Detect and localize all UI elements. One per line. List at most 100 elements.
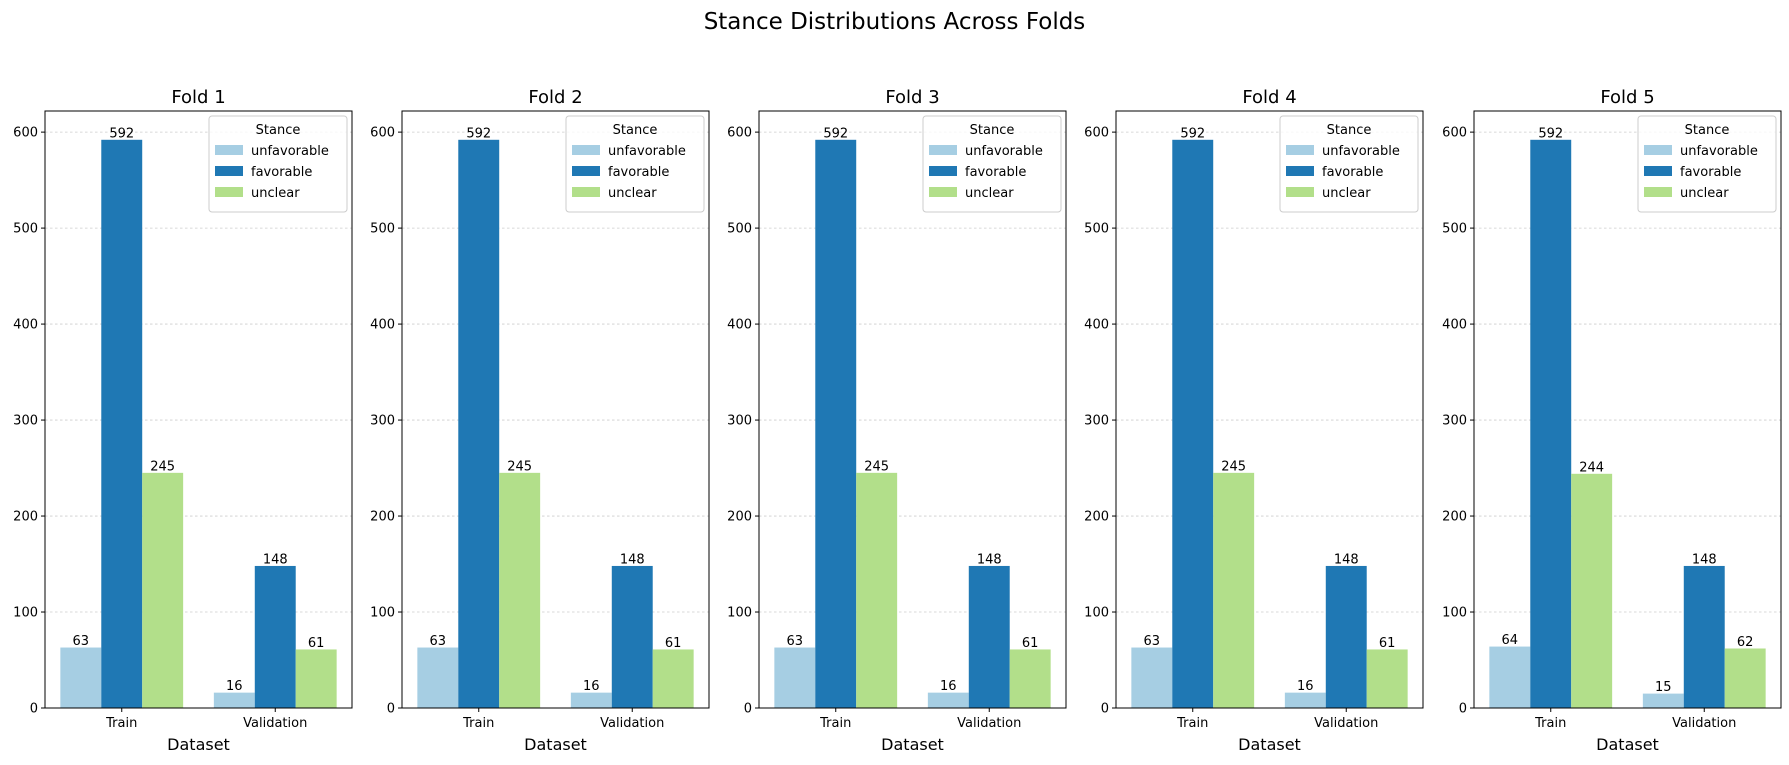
bar-unfavorable-train: [1489, 646, 1531, 708]
legend-swatch-unfavorable: [215, 145, 243, 155]
panel-3: 0 100 200 300 400 500 600 63 16 592 148 245 61 Train V…: [727, 87, 1067, 754]
bar-unclear-train: [1571, 473, 1613, 708]
y-tick-label: 0: [387, 702, 395, 717]
bar-unfavorable-train: [60, 647, 102, 708]
legend-swatch-unfavorable: [572, 145, 600, 155]
legend-label-favorable: favorable: [1680, 165, 1741, 180]
legend: Stance unfavorable favorable unclear: [922, 115, 1062, 213]
y-tick-label: 200: [727, 510, 752, 525]
panel-title: Fold 2: [528, 87, 582, 108]
panel-1: 0 100 200 300 400 500 600 63 16 592 148 245 61 Train V…: [13, 87, 353, 754]
panel-title: Fold 3: [885, 87, 939, 108]
bar-value-label: 63: [1144, 634, 1161, 649]
y-tick-label: 600: [1442, 126, 1467, 141]
y-tick-label: 300: [1084, 414, 1109, 429]
bar-value-label: 61: [665, 636, 682, 651]
legend-label-unfavorable: unfavorable: [1680, 144, 1758, 159]
y-tick-label: 300: [1442, 414, 1467, 429]
y-tick-label: 400: [1442, 318, 1467, 333]
bar-unfavorable-validation: [927, 692, 969, 708]
x-tick-label: Train: [1176, 716, 1208, 731]
panel-2: 0 100 200 300 400 500 600 63 16 592 148 245 61 Train V…: [370, 87, 710, 754]
legend: Stance unfavorable favorable unclear: [565, 115, 705, 213]
y-tick-label: 400: [13, 318, 38, 333]
x-tick-label: Validation: [1672, 716, 1736, 731]
panel-title: Fold 5: [1600, 87, 1654, 108]
legend-swatch-unclear: [1286, 187, 1314, 197]
bar-value-label: 148: [620, 552, 645, 567]
axes-frame: [1473, 110, 1782, 709]
y-tick-label: 400: [1084, 318, 1109, 333]
axes-frame: [44, 110, 353, 709]
legend-box: [922, 115, 1062, 213]
legend: Stance unfavorable favorable unclear: [1637, 115, 1777, 213]
legend: Stance unfavorable favorable unclear: [208, 115, 348, 213]
y-tick-label: 100: [13, 606, 38, 621]
bar-unfavorable-validation: [1284, 692, 1326, 708]
bar-favorable-validation: [968, 565, 1010, 708]
legend-label-favorable: favorable: [1322, 165, 1383, 180]
bar-unclear-train: [856, 472, 898, 708]
bar-value-label: 16: [1297, 679, 1314, 694]
y-tick-label: 500: [1084, 222, 1109, 237]
bar-value-label: 592: [466, 126, 491, 141]
bar-value-label: 63: [430, 634, 447, 649]
bar-value-label: 592: [1180, 126, 1205, 141]
panel-5: 0 100 200 300 400 500 600 64 15 592 148 244 62 Train V…: [1442, 87, 1782, 754]
bar-value-label: 148: [1692, 552, 1717, 567]
legend-swatch-unclear: [572, 187, 600, 197]
y-tick-label: 200: [1084, 510, 1109, 525]
y-tick-label: 400: [727, 318, 752, 333]
bar-value-label: 61: [308, 636, 325, 651]
bar-value-label: 592: [109, 126, 134, 141]
legend-box: [1637, 115, 1777, 213]
bar-favorable-validation: [1325, 565, 1367, 708]
bar-value-label: 64: [1502, 633, 1519, 648]
bar-unclear-validation: [1724, 648, 1766, 708]
bar-value-label: 63: [787, 634, 804, 649]
bar-value-label: 61: [1379, 636, 1396, 651]
y-tick-label: 500: [1442, 222, 1467, 237]
bar-value-label: 148: [1334, 552, 1359, 567]
legend-swatch-unclear: [929, 187, 957, 197]
legend-swatch-unclear: [215, 187, 243, 197]
y-tick-label: 300: [370, 414, 395, 429]
y-tick-label: 600: [727, 126, 752, 141]
legend-swatch-unfavorable: [1644, 145, 1672, 155]
bar-unfavorable-train: [1131, 647, 1173, 708]
legend-box: [1279, 115, 1419, 213]
legend-label-favorable: favorable: [965, 165, 1026, 180]
bar-value-label: 245: [1221, 459, 1246, 474]
bar-value-label: 16: [940, 679, 957, 694]
legend-swatch-favorable: [929, 166, 957, 176]
y-tick-label: 0: [744, 702, 752, 717]
bar-value-label: 592: [1538, 126, 1563, 141]
bar-value-label: 592: [823, 126, 848, 141]
bar-value-label: 244: [1579, 460, 1604, 475]
x-tick-label: Train: [462, 716, 494, 731]
legend-swatch-favorable: [215, 166, 243, 176]
legend: Stance unfavorable favorable unclear: [1279, 115, 1419, 213]
legend-swatch-unclear: [1644, 187, 1672, 197]
legend-title: Stance: [1327, 123, 1372, 138]
legend-swatch-unfavorable: [929, 145, 957, 155]
bar-unclear-validation: [652, 649, 694, 708]
legend-label-unclear: unclear: [1322, 186, 1371, 201]
panel-title: Fold 4: [1242, 87, 1296, 108]
y-tick-label: 200: [370, 510, 395, 525]
legend-label-unclear: unclear: [251, 186, 300, 201]
y-tick-label: 0: [30, 702, 38, 717]
x-axis-label: Dataset: [1596, 735, 1659, 754]
bar-value-label: 15: [1655, 680, 1672, 695]
x-tick-label: Train: [105, 716, 137, 731]
bar-value-label: 16: [583, 679, 600, 694]
legend-swatch-favorable: [1286, 166, 1314, 176]
bar-unfavorable-validation: [570, 692, 612, 708]
y-tick-label: 200: [1442, 510, 1467, 525]
y-tick-label: 0: [1101, 702, 1109, 717]
x-tick-label: Validation: [243, 716, 307, 731]
panel-4: 0 100 200 300 400 500 600 63 16 592 148 245 61 Train V…: [1084, 87, 1424, 754]
legend-title: Stance: [256, 123, 301, 138]
bar-value-label: 63: [73, 634, 90, 649]
y-tick-label: 300: [727, 414, 752, 429]
